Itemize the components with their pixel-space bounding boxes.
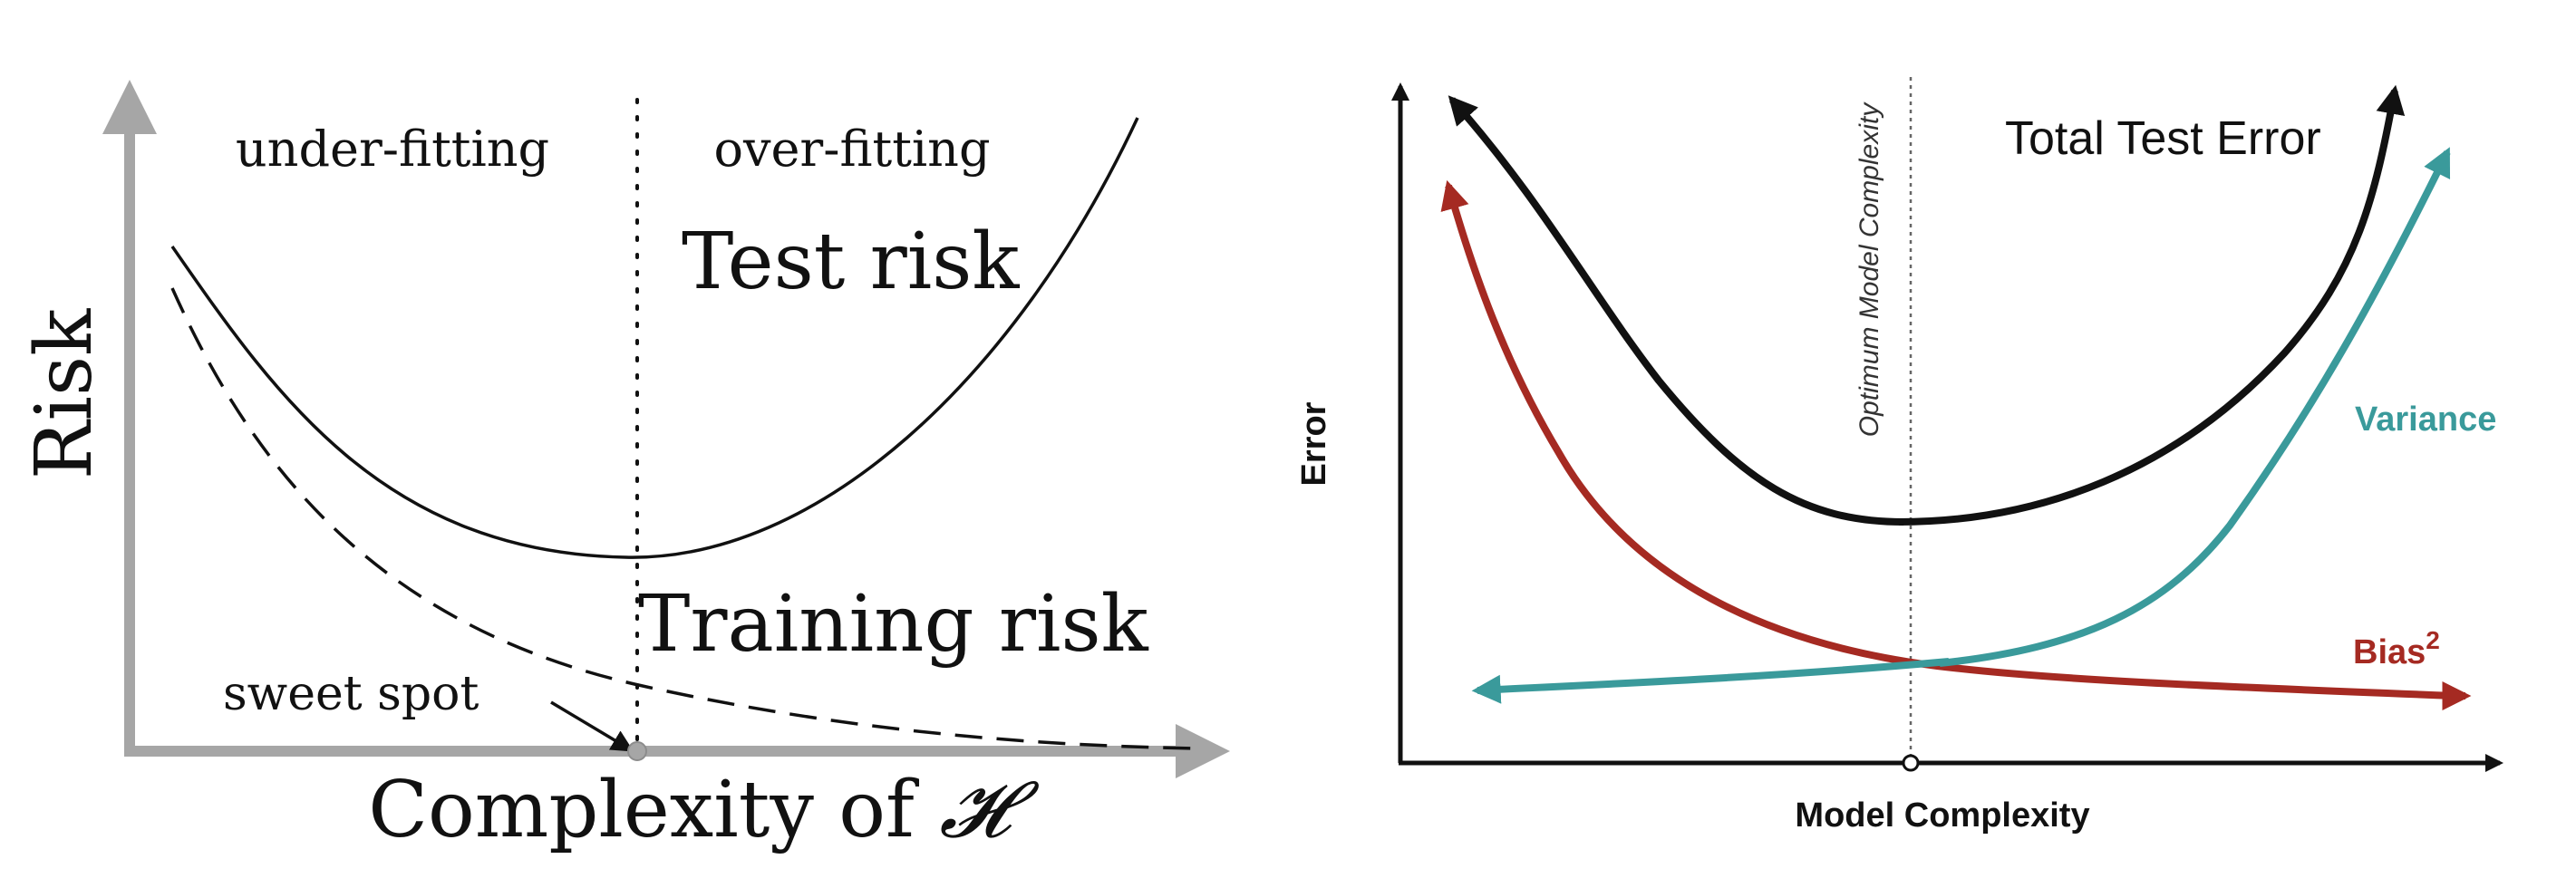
over-fitting-label: over-fitting [713,121,990,178]
right-bias-variance-diagram: Error Model Complexity Optimum Model Com… [1295,77,2503,835]
bias-squared-label: Bias2 [2353,626,2440,671]
test-risk-curve [170,117,1139,559]
under-fitting-label: under-fitting [236,121,549,178]
sweet-spot-label: sweet spot [223,667,479,721]
optimum-label: Optimum Model Complexity [1855,101,1884,437]
training-risk-label: Training risk [638,579,1149,670]
bias-label-text: Bias [2353,633,2426,671]
total-test-error-curve-right [1898,84,2406,526]
optimum-point [1902,754,1920,772]
bias-squared-curve [1440,179,2457,700]
right-x-axis-label: Model Complexity [1795,796,2089,835]
right-y-axis-label: Error [1295,401,1333,486]
left-x-axis-label: Complexity of 𝓗 [368,765,1040,855]
sweet-spot-arrow [550,700,634,752]
left-y-axis-label: Risk [19,308,110,479]
left-x-axis-label-text: Complexity of [368,765,939,855]
sweet-spot-point [627,741,647,761]
variance-curve [1471,658,1950,704]
bias-superscript: 2 [2426,626,2440,654]
test-risk-label: Test risk [682,217,1020,307]
variance-label: Variance [2355,401,2496,439]
variance-curve-rising [1939,147,2451,667]
training-risk-curve [170,287,1197,750]
hypothesis-class-symbol: 𝓗 [939,765,1040,855]
left-risk-diagram: Risk Complexity of 𝓗 under-fitting over-… [19,80,1230,855]
total-test-error-label: Total Test Error [2005,112,2321,165]
total-test-error-curve-left [1448,95,1904,526]
